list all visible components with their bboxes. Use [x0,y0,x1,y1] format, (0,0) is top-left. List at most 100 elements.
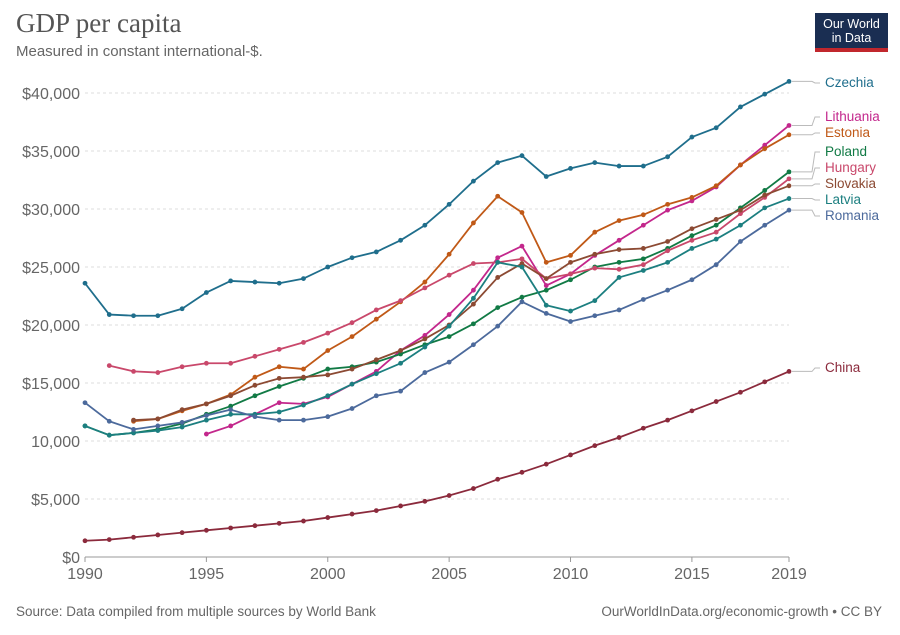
data-point [446,312,452,317]
chart-subtitle: Measured in constant international-$. [16,43,263,60]
y-tick-label: $35,000 [22,144,80,161]
data-point [519,210,525,215]
label-connector [792,209,820,217]
data-point [471,261,476,266]
data-point [252,393,258,399]
data-point [252,414,258,420]
data-point [446,323,452,329]
data-point [616,259,622,265]
data-point [689,408,695,414]
series-label: Hungary [825,160,876,175]
data-point [446,251,452,257]
data-point [131,369,136,374]
data-point [665,239,671,244]
data-point [471,342,476,348]
data-point [568,319,573,324]
logo-accent-bar [815,48,888,52]
series-label: Latvia [825,192,862,207]
y-tick-label: $15,000 [22,376,80,393]
data-point [276,346,282,352]
data-point [373,371,379,377]
data-point [786,176,792,182]
license-link[interactable]: OurWorldInData.org/economic-growth • CC … [601,604,882,619]
data-point [276,384,282,389]
data-point [519,294,525,300]
data-point [155,423,161,429]
data-point [713,399,719,404]
data-point [228,393,234,399]
label-connector [792,183,820,187]
data-point [325,393,331,399]
data-point [325,264,331,270]
data-point [276,364,282,370]
data-point [446,334,452,339]
data-point [592,251,598,257]
data-point [640,256,646,262]
series-line [133,184,790,422]
data-point [179,407,185,413]
data-point [495,160,501,166]
data-point [398,503,403,509]
logo-line-2: in Data [831,31,872,45]
data-point [422,336,428,342]
data-point [640,246,646,251]
data-point [786,169,792,175]
data-point [228,278,234,284]
series-slovakia: Slovakia [131,176,877,423]
data-point [179,420,185,425]
chart-title: GDP per capita [16,8,182,38]
data-point [543,311,549,316]
data-point [349,320,355,326]
data-point [713,222,719,228]
data-point [762,379,768,385]
data-point [131,430,136,436]
data-point [398,237,403,243]
data-point [665,154,671,160]
data-point [616,247,622,253]
data-point [616,163,622,169]
data-point [373,307,379,313]
data-point [325,366,331,372]
data-point [203,431,209,437]
data-point [543,259,549,265]
data-point [373,316,379,322]
y-tick-label: $0 [62,550,80,567]
data-point [301,402,306,408]
data-point [568,253,573,258]
x-tick-label: 1990 [67,566,103,583]
data-point [155,370,161,375]
data-point [543,302,549,308]
data-point [203,417,209,423]
data-point [82,400,88,406]
series-latvia: Latvia [82,192,862,438]
data-point [471,486,476,491]
data-point [301,340,306,345]
data-point [689,226,695,232]
data-point [519,261,525,266]
series-estonia: Estonia [131,125,871,424]
data-point [519,256,525,262]
data-point [325,414,331,420]
data-point [228,423,234,429]
owid-logo[interactable]: Our World in Data [815,13,888,52]
data-point [519,153,525,159]
data-point [422,333,428,338]
data-point [738,222,743,228]
data-point [228,360,234,366]
x-tick-label: 2000 [310,566,346,583]
data-point [689,198,695,204]
data-point [689,233,695,239]
data-point [519,264,525,270]
data-point [689,237,695,243]
data-point [446,359,452,365]
series-line [84,209,790,431]
data-point [349,366,355,372]
x-tick-label: 2019 [771,566,807,583]
data-point [106,537,112,542]
data-point [155,416,161,422]
data-point [616,435,622,440]
data-point [738,389,743,395]
data-point [592,298,598,304]
data-point [373,508,379,513]
data-point [665,417,671,423]
